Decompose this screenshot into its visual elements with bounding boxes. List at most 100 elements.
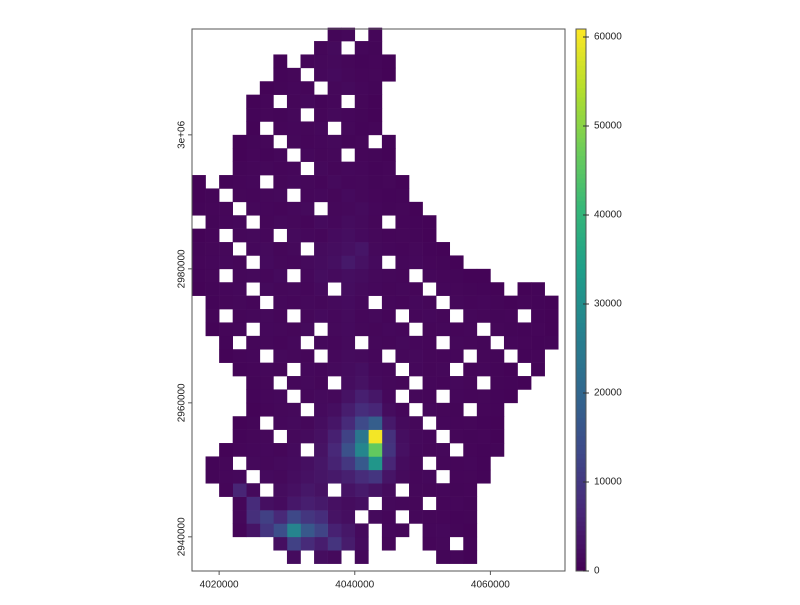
raster-cell <box>341 268 356 283</box>
raster-cell <box>286 108 301 122</box>
raster-cell <box>341 67 356 82</box>
raster-cell <box>354 81 369 95</box>
raster-cell <box>449 322 464 337</box>
raster-cell <box>259 94 274 109</box>
raster-cell <box>219 295 233 310</box>
raster-cell <box>314 483 328 497</box>
raster-cell <box>422 268 437 283</box>
raster-cell <box>300 295 315 310</box>
raster-cell <box>436 282 451 296</box>
raster-cell <box>327 456 342 471</box>
raster-cell <box>368 54 383 69</box>
raster-cell <box>436 550 451 564</box>
raster-cell <box>314 67 328 82</box>
raster-cell <box>463 389 478 404</box>
raster-cell <box>286 402 301 417</box>
raster-cell <box>273 295 288 310</box>
raster-cell <box>422 536 437 551</box>
raster-cell <box>246 389 261 404</box>
raster-cell <box>354 416 369 430</box>
raster-cell <box>259 268 274 283</box>
raster-cell <box>259 443 274 457</box>
colorbar-gradient <box>576 83 586 89</box>
raster-cell <box>327 67 342 82</box>
raster-cell <box>381 322 396 337</box>
raster-cell <box>381 483 396 497</box>
raster-cell <box>314 429 328 444</box>
raster-cell <box>246 268 261 283</box>
raster-cell <box>463 335 478 350</box>
raster-cell <box>381 523 396 538</box>
raster-cell <box>286 496 301 511</box>
raster-cell <box>354 242 369 256</box>
raster-cell <box>490 402 505 417</box>
colorbar-gradient <box>576 440 586 446</box>
raster-cell <box>273 242 288 256</box>
raster-cell <box>246 362 261 377</box>
raster-cell <box>246 295 261 310</box>
colorbar-gradient <box>576 119 586 125</box>
raster-cell <box>531 309 545 323</box>
raster-cell <box>449 469 464 484</box>
raster-cell <box>300 94 315 109</box>
raster-cell <box>286 523 301 538</box>
raster-cell <box>463 550 478 564</box>
raster-cell <box>246 121 261 136</box>
raster-cell <box>476 443 491 457</box>
colorbar-gradient <box>576 178 586 184</box>
raster-cell <box>354 469 369 484</box>
colorbar-gradient <box>576 277 586 283</box>
colorbar-gradient <box>576 101 586 107</box>
colorbar-gradient <box>576 363 586 369</box>
raster-cell <box>286 242 301 256</box>
colorbar-gradient <box>576 42 586 48</box>
raster-cell <box>381 161 396 176</box>
raster-cell <box>273 510 288 524</box>
raster-cell <box>286 510 301 524</box>
raster-cell <box>286 295 301 310</box>
raster-cell <box>354 201 369 216</box>
raster-cell <box>300 376 315 390</box>
raster-cell <box>314 161 328 176</box>
raster-cell <box>354 108 369 122</box>
colorbar-gradient <box>576 512 586 518</box>
raster-cell <box>463 282 478 296</box>
raster-cell <box>354 255 369 270</box>
raster-cell <box>314 108 328 122</box>
raster-cell <box>232 523 247 538</box>
colorbar-gradient <box>576 123 586 129</box>
raster-cell <box>286 416 301 430</box>
raster-cell <box>273 175 288 189</box>
raster-cell <box>436 443 451 457</box>
raster-cell <box>463 483 478 497</box>
raster-cell <box>368 108 383 122</box>
raster-cell <box>259 188 274 203</box>
raster-cell <box>449 255 464 270</box>
raster-cell <box>503 376 518 390</box>
raster-cell <box>314 536 328 551</box>
raster-cell <box>381 376 396 390</box>
raster-cell <box>300 389 315 404</box>
raster-cell <box>314 54 328 69</box>
raster-cell <box>544 335 559 350</box>
colorbar-gradient <box>576 290 586 296</box>
raster-cell <box>341 362 356 377</box>
colorbar-gradient <box>576 435 586 441</box>
colorbar-gradient <box>576 150 586 156</box>
raster-cell <box>409 456 423 471</box>
raster-cell <box>354 54 369 69</box>
y-tick-label: 2960000 <box>177 383 188 422</box>
colorbar-gradient <box>576 286 586 292</box>
raster-cell <box>354 161 369 176</box>
raster-cell <box>205 282 220 296</box>
raster-cell <box>463 523 478 538</box>
colorbar-gradient <box>576 525 586 531</box>
raster-cell <box>300 121 315 136</box>
raster-cell <box>368 121 383 136</box>
raster-cell <box>395 469 410 484</box>
raster-cell <box>300 228 315 243</box>
raster-cell <box>205 201 220 216</box>
raster-cell <box>286 215 301 229</box>
raster-cell <box>449 282 464 296</box>
colorbar-gradient <box>576 51 586 57</box>
